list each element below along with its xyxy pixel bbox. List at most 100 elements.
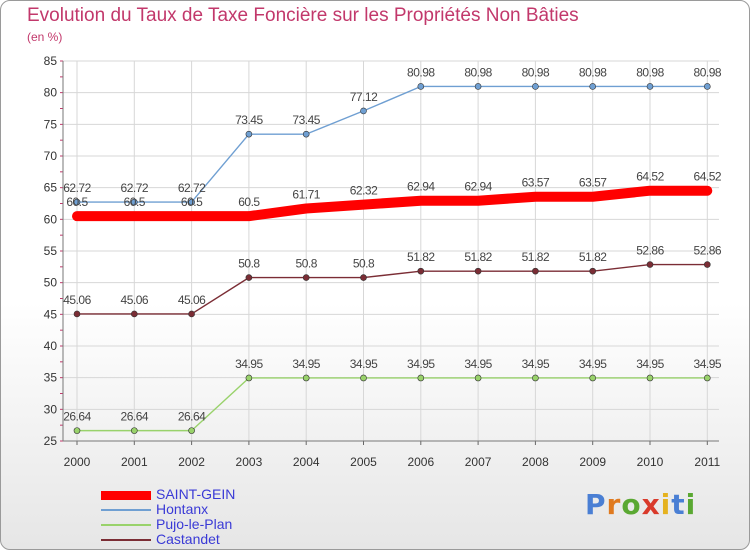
x-tick-label: 2010	[637, 455, 664, 469]
x-tick-label: 2003	[236, 455, 263, 469]
data-label: 34.95	[292, 357, 320, 371]
data-label: 62.72	[178, 181, 206, 195]
data-point	[73, 427, 81, 434]
data-point	[73, 198, 81, 206]
y-tick-label: 65	[44, 181, 58, 195]
y-tick-label: 30	[44, 402, 58, 416]
data-label: 26.64	[63, 410, 91, 424]
data-label: 80.98	[579, 65, 607, 79]
data-point	[187, 212, 196, 221]
data-label: 62.94	[464, 180, 492, 194]
series-line-castandet	[76, 263, 708, 315]
series-line-saint-gein	[72, 185, 713, 222]
legend-swatch	[101, 509, 151, 511]
data-point	[131, 310, 138, 318]
data-point	[188, 310, 195, 318]
data-point	[474, 267, 482, 275]
data-point	[703, 186, 712, 195]
data-point	[532, 83, 539, 90]
data-point	[589, 374, 597, 382]
y-tick-label: 35	[44, 371, 58, 385]
logo-letter: i	[685, 488, 697, 521]
y-tick-label: 80	[44, 86, 58, 100]
data-label: 60.5	[124, 195, 146, 209]
data-point	[703, 374, 711, 382]
data-label: 64.52	[636, 170, 664, 184]
data-point	[73, 212, 81, 221]
data-label: 62.94	[407, 180, 435, 194]
data-point	[302, 374, 310, 382]
data-point	[646, 374, 654, 382]
data-label: 51.82	[579, 250, 607, 264]
proxiti-logo: Proxiti	[585, 488, 696, 521]
data-label: 34.95	[464, 357, 492, 371]
data-point	[474, 374, 482, 382]
x-tick-label: 2001	[121, 455, 148, 469]
data-label: 62.32	[350, 184, 378, 198]
data-label: 51.82	[522, 250, 550, 264]
data-label: 80.98	[636, 65, 664, 79]
data-label: 50.8	[296, 257, 318, 271]
data-point	[474, 83, 482, 90]
series-line-pujo-le-plan	[76, 377, 708, 432]
data-label: 64.52	[694, 170, 722, 184]
legend-swatch	[101, 490, 151, 500]
data-point	[245, 130, 253, 138]
y-tick-label: 40	[44, 339, 58, 353]
data-label: 34.95	[522, 357, 550, 371]
data-label: 50.8	[238, 257, 260, 271]
x-tick-label: 2006	[407, 455, 434, 469]
x-tick-label: 2008	[522, 455, 549, 469]
logo-letter: o	[621, 488, 642, 521]
data-point	[244, 212, 253, 221]
data-label: 34.95	[235, 357, 263, 371]
data-point	[73, 310, 81, 318]
logo-letter: r	[606, 488, 622, 521]
data-label: 61.71	[292, 188, 320, 202]
logo-letter: P	[585, 488, 607, 521]
data-label: 73.45	[292, 113, 320, 127]
data-label: 26.64	[121, 410, 149, 424]
data-label: 45.06	[63, 293, 91, 307]
data-label: 77.12	[350, 90, 378, 104]
y-tick-label: 25	[44, 434, 58, 448]
x-tick-label: 2007	[465, 455, 492, 469]
data-point	[131, 427, 138, 434]
logo-letter: x	[641, 488, 661, 521]
data-point	[417, 374, 425, 382]
data-point	[474, 196, 483, 205]
chart-unit: (en %)	[27, 30, 63, 44]
data-point	[302, 274, 310, 281]
series-line-hontanx	[76, 85, 708, 203]
data-label: 26.64	[178, 410, 206, 424]
data-label: 80.98	[694, 65, 722, 79]
data-point	[188, 427, 195, 434]
x-tick-label: 2004	[293, 455, 320, 469]
data-point	[245, 274, 253, 281]
data-point	[416, 196, 425, 205]
legend-label: SAINT-GEIN	[156, 486, 236, 502]
chart-title: Evolution du Taux de Taxe Foncière sur l…	[27, 5, 579, 26]
data-label: 34.95	[579, 357, 607, 371]
data-point	[359, 200, 368, 209]
logo-letter: t	[671, 488, 686, 521]
y-tick-label: 60	[44, 212, 58, 226]
data-label: 50.8	[353, 257, 375, 271]
data-label: 73.45	[235, 113, 263, 127]
data-point	[360, 107, 367, 115]
data-label: 63.57	[522, 176, 550, 190]
data-label: 45.06	[178, 293, 206, 307]
x-tick-label: 2005	[350, 455, 377, 469]
data-label: 51.82	[407, 250, 435, 264]
data-point	[360, 274, 367, 281]
x-tick-label: 2000	[64, 455, 91, 469]
data-label: 80.98	[464, 65, 492, 79]
data-label: 45.06	[121, 293, 149, 307]
legend-swatch	[101, 539, 151, 541]
y-tick-label: 70	[44, 149, 58, 163]
data-point	[417, 267, 425, 275]
data-point	[532, 267, 539, 275]
data-point	[589, 83, 597, 90]
legend-label: Castandet	[156, 531, 220, 547]
legend-label: Hontanx	[156, 501, 209, 517]
